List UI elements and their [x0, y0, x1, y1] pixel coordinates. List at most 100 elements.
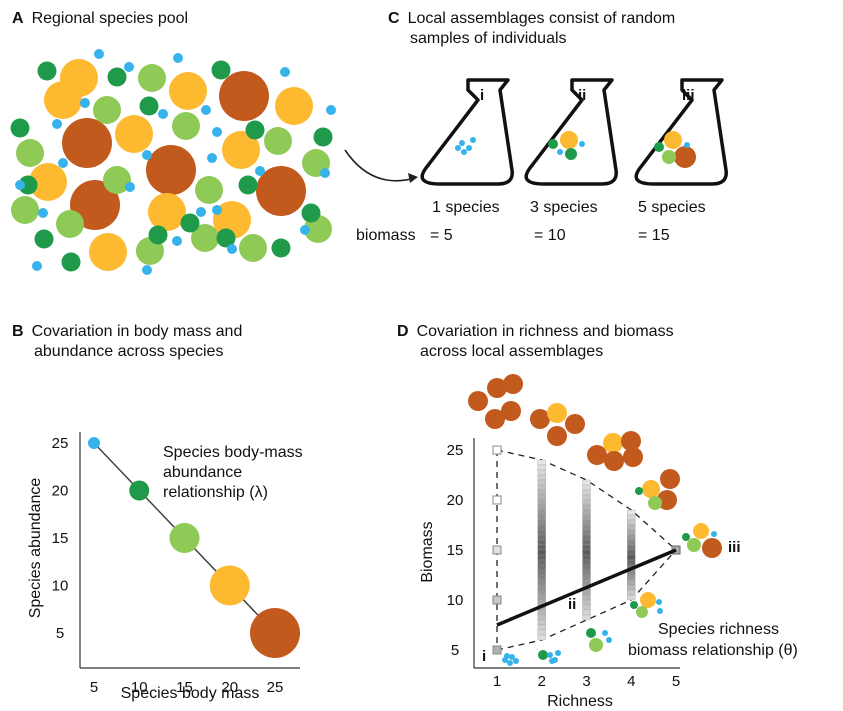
- flask-iii-species: 5 species: [638, 199, 706, 216]
- chart-b-annotation-2: abundance: [163, 464, 242, 481]
- chart-d-density-cell: [537, 459, 546, 466]
- pool-circle-tiny: [15, 180, 25, 190]
- chart-d-density-cell: [627, 549, 636, 556]
- flask-iii-biomass: = 15: [638, 227, 670, 244]
- assemblage-icon: [693, 523, 709, 539]
- chart-d-density-cell: [582, 489, 591, 496]
- chart-d-density-cell: [627, 554, 636, 561]
- chart-d-density-cell: [537, 634, 546, 641]
- assemblage-icon: [487, 378, 507, 398]
- chart-d-density-cell: [537, 509, 546, 516]
- pool-circle-tiny: [38, 208, 48, 218]
- panel-b-letter: B: [12, 323, 24, 340]
- chart-d-density-cell: [627, 529, 636, 536]
- pool-circle-tiny: [201, 105, 211, 115]
- chart-d-density-cell: [537, 624, 546, 631]
- pool-circle-medium: [93, 96, 121, 124]
- chart-d-density-cell: [582, 549, 591, 556]
- assemblage-icon: [587, 445, 607, 465]
- pool-circle-medium: [191, 224, 219, 252]
- chart-d-density-cell: [537, 464, 546, 471]
- panel-b-title-line1: Covariation in body mass and: [31, 323, 243, 340]
- flask-ii-individual: [560, 131, 578, 149]
- assemblage-icon: [468, 391, 488, 411]
- chart-b-y-tick: 25: [52, 435, 69, 452]
- assemblage-icon: [660, 469, 680, 489]
- chart-d-density-cell: [627, 559, 636, 566]
- chart-d-annotation-2: biomass relationship (θ): [628, 642, 798, 659]
- assemblage-icon: [630, 601, 638, 609]
- chart-d-assemblage-icons: [468, 374, 722, 666]
- chart-d-x-tick: 2: [538, 673, 546, 690]
- assemblage-icon: [656, 599, 662, 605]
- panel-b-title: B Covariation in body mass and: [12, 322, 242, 342]
- chart-d-y-tick: 10: [447, 592, 464, 609]
- chart-d-x-tick: 4: [627, 673, 635, 690]
- flask-i-species: 1 species: [432, 199, 500, 216]
- flask-i: [420, 78, 514, 186]
- chart-b-point: [169, 523, 200, 553]
- chart-d-lower-envelope: [496, 549, 677, 651]
- chart-d: Richness Biomass Species richness biomas…: [419, 438, 798, 710]
- chart-d-x-tick: 3: [582, 673, 590, 690]
- biomass-prefix: biomass: [356, 227, 416, 244]
- chart-d-density-cell: [537, 479, 546, 486]
- panel-d-title-2: across local assemblages: [420, 342, 603, 362]
- chart-d-density-cell: [537, 474, 546, 481]
- chart-d-density-cell: [582, 614, 591, 621]
- pool-circle-tiny: [125, 182, 135, 192]
- chart-d-upper-envelope: [496, 449, 677, 551]
- pool-circle-tiny: [320, 168, 330, 178]
- pool-circle-tiny: [172, 236, 182, 246]
- chart-d-density-cell: [537, 584, 546, 591]
- flask-ii-individual: [579, 141, 585, 147]
- assemblage-icon: [485, 409, 505, 429]
- assemblage-icon: [657, 608, 663, 614]
- assemblage-icon: [507, 660, 513, 666]
- chart-b-x-tick: 25: [267, 679, 284, 696]
- chart-d-density-cell: [537, 524, 546, 531]
- pool-circle-tiny: [52, 119, 62, 129]
- pool-circle-small: [180, 213, 200, 233]
- pool-circle-tiny: [80, 98, 90, 108]
- flask-iii-individual: [654, 142, 664, 152]
- panel-a-title-text: Regional species pool: [31, 10, 189, 27]
- pool-circle-tiny: [142, 265, 152, 275]
- chart-b: Species body mass Species abundance Spec…: [27, 432, 303, 702]
- assemblage-icon: [586, 628, 596, 638]
- flask-i-label: i: [480, 87, 484, 104]
- chart-d-density-cell: [627, 539, 636, 546]
- chart-d-density-cell: [582, 509, 591, 516]
- pool-circle-medium: [138, 64, 166, 92]
- flask-iii-individual: [684, 142, 690, 148]
- pool-circle-large: [169, 72, 207, 110]
- chart-d-density-cell: [537, 609, 546, 616]
- panel-d-title-line1: Covariation in richness and biomass: [416, 323, 674, 340]
- chart-b-x-tick: 20: [221, 679, 238, 696]
- assemblage-icon: [687, 538, 701, 552]
- assemblage-icon: [604, 451, 624, 471]
- assemblage-icon: [640, 592, 656, 608]
- flasks-group: [420, 78, 728, 186]
- chart-b-point: [129, 480, 150, 501]
- chart-b-point: [209, 565, 250, 606]
- pool-circle-tiny: [58, 158, 68, 168]
- pool-circle-tiny: [300, 225, 310, 235]
- flask-i-individual: [459, 140, 465, 146]
- panel-d-letter: D: [397, 323, 409, 340]
- assemblage-icon: [603, 433, 623, 453]
- pool-circle-tiny: [124, 62, 134, 72]
- chart-d-density-cell: [582, 574, 591, 581]
- flask-iii: [634, 78, 728, 186]
- chart-d-density-cell: [537, 544, 546, 551]
- assemblage-icon: [589, 638, 603, 652]
- assemblage-icon: [547, 426, 567, 446]
- assemblage-icon: [636, 606, 648, 618]
- chart-d-richness-1-value: [492, 645, 502, 655]
- flask-ii-individual: [557, 149, 563, 155]
- chart-d-density-cell: [582, 539, 591, 546]
- pool-circle-large: [44, 81, 82, 119]
- chart-d-density-cell: [537, 529, 546, 536]
- arrow-curve: [344, 149, 416, 182]
